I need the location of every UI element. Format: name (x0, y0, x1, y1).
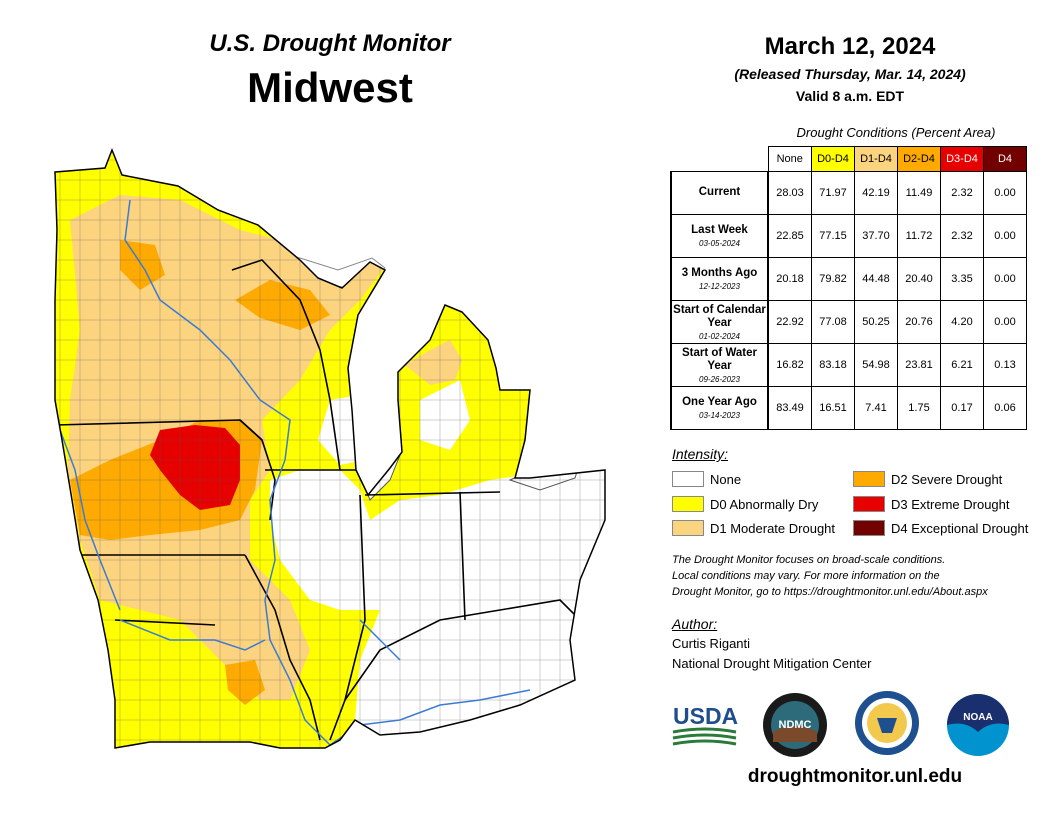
d1-area-michigan (405, 340, 462, 385)
legend-title: Intensity: (672, 446, 729, 462)
table-row: One Year Ago 03-14-2023 83.49 16.51 7.41 … (670, 386, 1027, 430)
legend-item-d2: D2 Severe Drought (853, 471, 1002, 487)
table-cell: 77.15 (811, 214, 855, 258)
noaa-logo: NOAA (947, 694, 1009, 756)
legend-item-d0: D0 Abnormally Dry (672, 496, 818, 512)
table-cell: 0.06 (983, 386, 1027, 430)
table-cell: 42.19 (854, 171, 898, 215)
rivers (59, 199, 531, 746)
table-row: Start of Calendar Year 01-02-2024 22.92 7… (670, 300, 1027, 344)
legend-swatch (672, 496, 704, 512)
drought-conditions-table: None D0-D4 D1-D4 D2-D4 D3-D4 D4 Current … (670, 146, 1027, 430)
table-cell: 23.81 (897, 343, 941, 387)
table-cell: 7.41 (854, 386, 898, 430)
map-date: March 12, 2024 (764, 33, 936, 60)
table-header-row: None D0-D4 D1-D4 D2-D4 D3-D4 D4 (671, 146, 1027, 172)
row-label: Last Week 03-05-2024 (670, 214, 769, 258)
d2-area-missouri (225, 660, 265, 705)
svg-text:NOAA: NOAA (963, 712, 992, 723)
row-label: Start of Calendar Year 01-02-2024 (670, 300, 769, 344)
table-cell: 16.51 (811, 386, 855, 430)
table-cell: 11.72 (897, 214, 941, 258)
footer-url[interactable]: droughtmonitor.unl.edu (747, 766, 963, 787)
col-d3-d4: D3-D4 (940, 146, 984, 172)
col-d4: D4 (983, 146, 1027, 172)
table-row: Start of Water Year 09-26-2023 16.82 83.1… (670, 343, 1027, 387)
table-row: Last Week 03-05-2024 22.85 77.15 37.70 11… (670, 214, 1027, 258)
row-label: Start of Water Year 09-26-2023 (670, 343, 769, 387)
table-cell: 20.76 (897, 300, 941, 344)
usda-logo: USDA (672, 703, 738, 746)
table-cell: 28.03 (767, 171, 812, 215)
table-cell: 2.32 (940, 171, 984, 215)
table-row: Current 28.03 71.97 42.19 11.49 2.32 0.0… (670, 171, 1027, 215)
release-date: (Released Thursday, Mar. 14, 2024) (734, 66, 966, 82)
disclaimer-note: The Drought Monitor focuses on broad-sca… (672, 554, 988, 598)
table-cell: 77.08 (811, 300, 855, 344)
table-cell: 0.00 (983, 171, 1027, 215)
table-cell: 83.49 (767, 386, 812, 430)
legend-swatch (853, 496, 885, 512)
table-cell: 22.92 (767, 300, 812, 344)
table-cell: 11.49 (897, 171, 941, 215)
legend-item-d1: D1 Moderate Drought (672, 520, 835, 536)
legend-swatch (853, 520, 885, 536)
doc-seal-logo (855, 691, 919, 755)
legend-item-d4: D4 Exceptional Drought (853, 520, 1028, 536)
author-name: Curtis Riganti (672, 636, 751, 651)
header-blank (671, 147, 768, 172)
table-cell: 6.21 (940, 343, 984, 387)
row-label: Current (670, 171, 769, 215)
table-cell: 0.13 (983, 343, 1027, 387)
map-title: Midwest (247, 64, 413, 111)
table-cell: 0.17 (940, 386, 984, 430)
legend-item-none: None (672, 471, 741, 487)
table-cell: 71.97 (811, 171, 855, 215)
author-organization: National Drought Mitigation Center (672, 656, 872, 671)
valid-time: Valid 8 a.m. EDT (795, 88, 905, 104)
row-label: One Year Ago 03-14-2023 (670, 386, 769, 430)
table-caption: Drought Conditions (Percent Area) (796, 125, 996, 140)
table-cell: 4.20 (940, 300, 984, 344)
ndmc-logo: NDMC (763, 693, 827, 757)
map-subtitle: U.S. Drought Monitor (209, 30, 451, 57)
table-cell: 22.85 (767, 214, 812, 258)
table-cell: 0.00 (983, 257, 1027, 301)
svg-text:USDA: USDA (673, 703, 738, 729)
none-area-michigan (420, 380, 470, 450)
table-cell: 0.00 (983, 300, 1027, 344)
table-cell: 37.70 (854, 214, 898, 258)
table-cell: 83.18 (811, 343, 855, 387)
table-cell: 3.35 (940, 257, 984, 301)
author-heading: Author: (672, 616, 718, 632)
drought-map (54, 147, 606, 749)
col-d2-d4: D2-D4 (897, 146, 941, 172)
table-cell: 20.18 (767, 257, 812, 301)
col-d1-d4: D1-D4 (854, 146, 898, 172)
d3-area (150, 425, 240, 510)
legend-swatch (672, 520, 704, 536)
table-cell: 1.75 (897, 386, 941, 430)
legend-swatch (853, 471, 885, 487)
row-label: 3 Months Ago 12-12-2023 (670, 257, 769, 301)
table-cell: 79.82 (811, 257, 855, 301)
table-cell: 20.40 (897, 257, 941, 301)
table-cell: 50.25 (854, 300, 898, 344)
legend-item-d3: D3 Extreme Drought (853, 496, 1010, 512)
table-cell: 2.32 (940, 214, 984, 258)
table-row: 3 Months Ago 12-12-2023 20.18 79.82 44.48… (670, 257, 1027, 301)
col-d0-d4: D0-D4 (811, 146, 855, 172)
col-none: None (767, 146, 812, 172)
table-cell: 54.98 (854, 343, 898, 387)
table-cell: 44.48 (854, 257, 898, 301)
state-borders (55, 259, 581, 741)
table-cell: 16.82 (767, 343, 812, 387)
region-outline (54, 147, 606, 749)
legend-swatch (672, 471, 704, 487)
table-cell: 0.00 (983, 214, 1027, 258)
svg-text:NDMC: NDMC (779, 719, 812, 731)
